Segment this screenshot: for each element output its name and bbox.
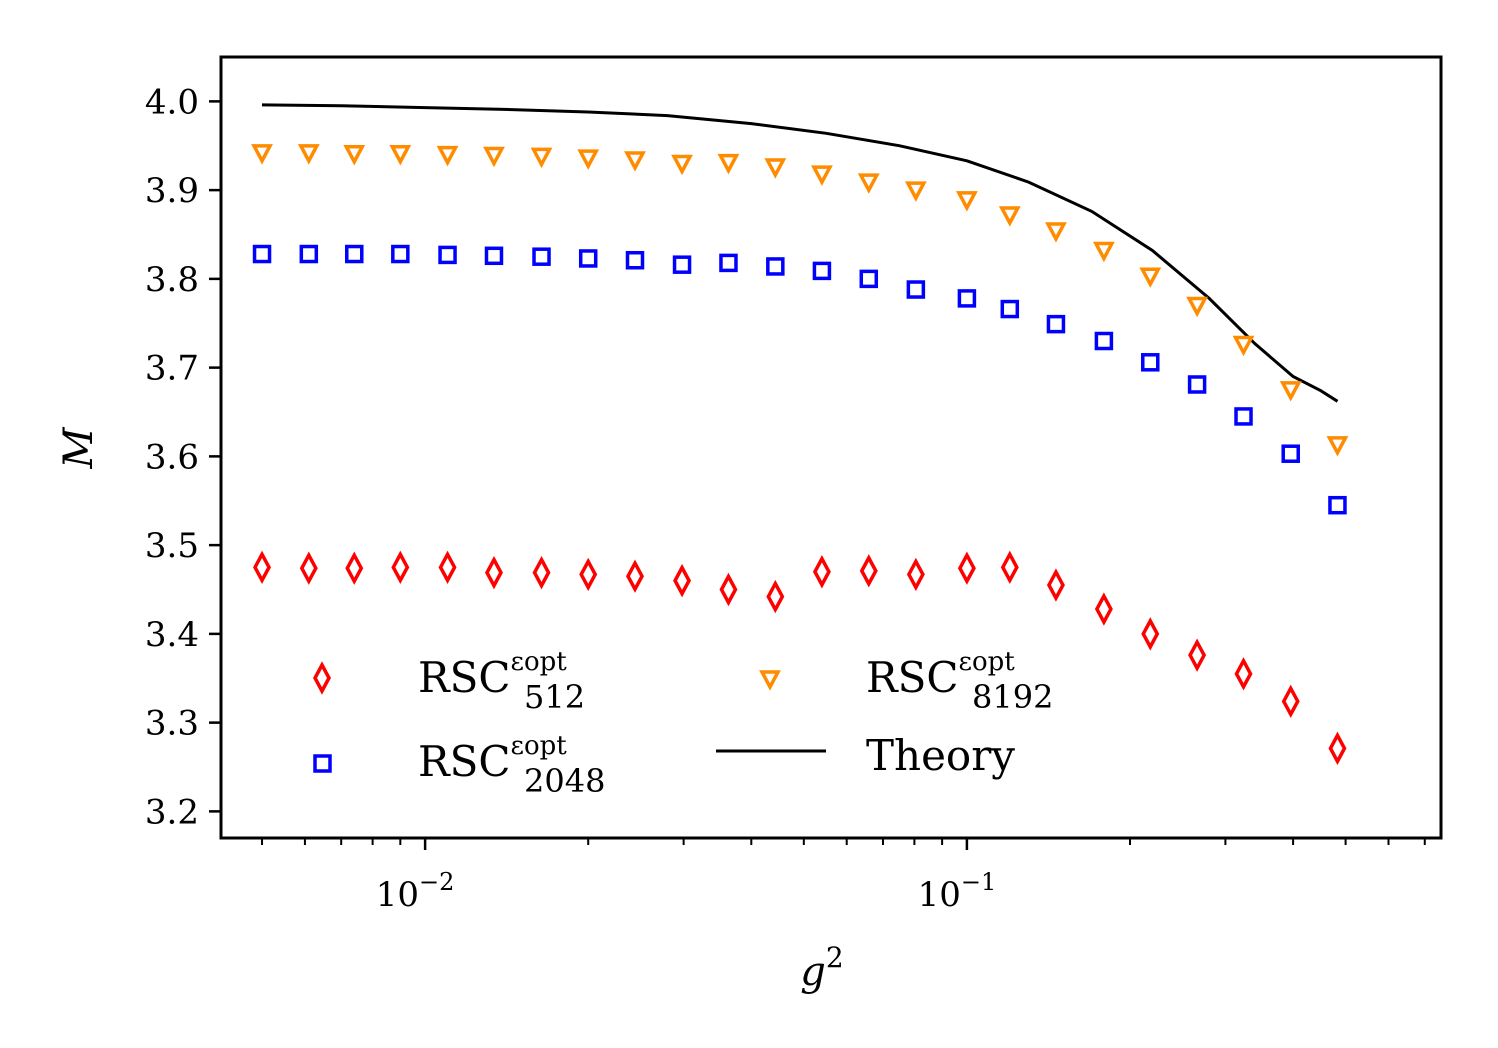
point-512-19: [1141, 617, 1160, 651]
x-axis-label: g2: [800, 941, 843, 995]
x-tick-label-0: 10−2: [376, 868, 455, 915]
point-512-11: [766, 579, 785, 614]
point-512-12: [812, 555, 831, 589]
legend-marker-rsc512: [313, 661, 331, 695]
point-2048-15: [957, 289, 977, 308]
legend-marker-rsc2048: [313, 754, 332, 773]
point-8192-15: [955, 191, 978, 212]
point-512-14: [906, 557, 925, 592]
y-tick-label-3.7: 3.7: [145, 349, 199, 389]
point-2048-11: [766, 257, 785, 276]
point-512-2: [345, 551, 364, 585]
point-8192-16: [998, 206, 1021, 227]
point-2048-0: [252, 244, 272, 264]
point-8192-22: [1279, 381, 1302, 402]
point-2048-4: [438, 245, 457, 265]
point-8192-21: [1232, 335, 1255, 357]
point-8192-8: [624, 151, 646, 172]
point-2048-9: [672, 255, 692, 274]
point-8192-18: [1092, 241, 1115, 263]
point-2048-2: [345, 244, 364, 264]
point-2048-3: [391, 244, 410, 264]
legend-label-rsc2048: RSCεopt 2048: [418, 731, 605, 800]
point-512-4: [438, 550, 457, 585]
point-8192-6: [530, 147, 553, 169]
point-8192-1: [297, 144, 320, 165]
point-2048-17: [1046, 314, 1066, 334]
point-512-9: [673, 563, 692, 598]
point-2048-21: [1234, 407, 1253, 426]
theory-line: [261, 103, 1339, 403]
point-8192-2: [343, 144, 366, 166]
point-8192-7: [577, 149, 600, 170]
point-512-3: [391, 550, 410, 585]
point-8192-0: [251, 144, 273, 165]
point-2048-13: [859, 269, 879, 289]
x-tick-label-1: 10−1: [918, 868, 997, 915]
point-512-15: [957, 551, 976, 585]
y-tick-label-3.6: 3.6: [145, 437, 199, 477]
point-2048-19: [1141, 353, 1160, 372]
point-512-23: [1328, 731, 1347, 766]
point-8192-23: [1326, 436, 1349, 457]
legend-label-rsc512: RSCεopt 512: [418, 647, 585, 716]
y-tick-label-3.4: 3.4: [145, 615, 199, 655]
point-512-21: [1234, 657, 1253, 691]
point-8192-5: [483, 146, 505, 168]
point-8192-4: [436, 145, 459, 167]
legend-marker-rsc8192: [759, 670, 781, 691]
point-2048-1: [299, 244, 319, 264]
point-8192-19: [1139, 267, 1162, 288]
point-2048-16: [1000, 299, 1020, 319]
point-512-5: [484, 555, 503, 590]
point-512-22: [1281, 684, 1300, 719]
point-512-18: [1094, 592, 1113, 626]
y-tick-label-3.5: 3.5: [145, 526, 199, 566]
point-8192-3: [389, 144, 412, 166]
point-2048-18: [1094, 331, 1114, 351]
y-tick-label-3.2: 3.2: [145, 792, 199, 832]
point-512-8: [626, 559, 644, 593]
point-512-7: [579, 557, 598, 592]
point-2048-22: [1281, 444, 1300, 463]
legend-label-theory: Theory: [866, 731, 1015, 780]
legend-label-rsc8192: RSCεopt 8192: [866, 647, 1053, 716]
point-8192-13: [857, 173, 880, 194]
point-512-20: [1188, 638, 1207, 672]
point-2048-10: [719, 253, 738, 273]
y-tick-label-3.9: 3.9: [145, 171, 199, 211]
point-8192-9: [671, 154, 693, 176]
point-2048-6: [532, 247, 551, 266]
point-8192-20: [1186, 296, 1209, 318]
point-512-17: [1046, 568, 1065, 602]
x-axis-label-superscript: 2: [826, 941, 844, 974]
point-512-6: [532, 555, 551, 590]
point-2048-8: [625, 250, 645, 270]
point-2048-12: [812, 261, 832, 281]
point-8192-17: [1045, 222, 1067, 243]
point-2048-23: [1328, 495, 1347, 515]
point-512-1: [299, 551, 318, 585]
y-tick-label-3.3: 3.3: [145, 704, 199, 744]
point-512-0: [253, 550, 272, 585]
y-axis-label: M: [56, 426, 102, 469]
y-tick-label-3.8: 3.8: [145, 260, 199, 300]
point-2048-20: [1187, 375, 1207, 394]
point-512-13: [859, 554, 878, 588]
point-8192-11: [764, 158, 787, 179]
point-512-16: [1000, 550, 1019, 585]
point-8192-10: [717, 153, 740, 175]
legend: RSCεopt 512 RSCεopt 2048 RSCεopt 8192 Theor…: [313, 647, 1053, 800]
point-512-10: [719, 572, 738, 607]
point-2048-14: [906, 280, 926, 299]
plot-frame: [219, 55, 1443, 840]
y-tick-label-4.0: 4.0: [145, 82, 199, 122]
point-8192-12: [811, 165, 833, 186]
point-8192-14: [904, 181, 927, 202]
point-2048-5: [484, 246, 504, 266]
point-2048-7: [578, 249, 598, 268]
